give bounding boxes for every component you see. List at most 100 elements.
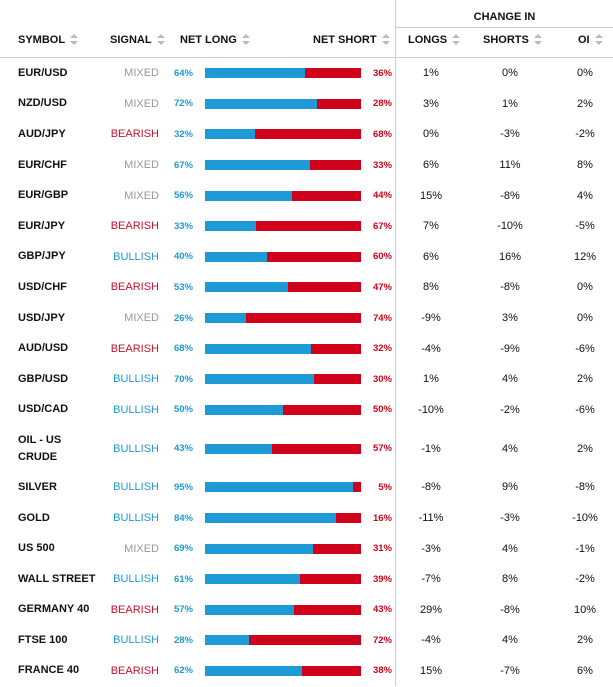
symbol-cell[interactable]: NZD/USD — [18, 97, 67, 110]
table-row[interactable]: AUD/JPY BEARISH 32% 68% 0% -3% -2% — [0, 119, 613, 150]
symbol-cell[interactable]: OIL - US CRUDE — [18, 433, 62, 463]
shorts-change-cell: -3% — [500, 128, 520, 141]
column-divider — [395, 180, 396, 211]
table-header: CHANGE IN SYMBOL SIGNAL NET LONG NET SHO… — [0, 0, 613, 58]
longs-change-cell: 15% — [419, 189, 443, 202]
net-long-fill — [205, 482, 354, 493]
net-short-value: 72% — [372, 634, 392, 646]
net-long-fill — [205, 190, 293, 201]
table-row[interactable]: EUR/GBP MIXED 56% 44% 15% -8% 4% — [0, 180, 613, 211]
table-row[interactable]: FRANCE 40 BEARISH 62% 38% 15% -7% 6% — [0, 655, 613, 687]
symbol-cell[interactable]: FTSE 100 — [18, 633, 68, 646]
sentiment-bar — [205, 68, 361, 79]
net-short-value: 32% — [372, 343, 392, 355]
column-divider — [395, 594, 396, 626]
symbol-cell[interactable]: FRANCE 40 — [18, 664, 80, 677]
oi-column-header[interactable]: OI — [578, 32, 603, 48]
table-row[interactable]: AUD/USD BEARISH 68% 32% -4% -9% -6% — [0, 333, 613, 364]
signal-cell: BEARISH — [110, 281, 159, 294]
symbol-cell[interactable]: GBP/USD — [18, 372, 69, 385]
symbol-cell[interactable]: AUD/JPY — [18, 127, 66, 140]
table-row[interactable]: USD/CAD BULLISH 50% 50% -10% -2% -6% — [0, 394, 613, 426]
sentiment-bar — [205, 665, 361, 676]
signal-column-header[interactable]: SIGNAL — [110, 32, 165, 48]
shorts-change-cell: 3% — [502, 312, 518, 325]
net-short-column-header[interactable]: NET SHORT — [313, 32, 390, 48]
oi-change-cell: -2% — [575, 128, 595, 141]
symbol-cell[interactable]: GOLD — [18, 511, 50, 524]
table-row[interactable]: EUR/JPY BEARISH 33% 67% 7% -10% -5% — [0, 210, 613, 242]
symbol-cell[interactable]: USD/CHF — [18, 280, 67, 293]
table-row[interactable]: OIL - US CRUDE BULLISH 43% 57% -1% 4% 2% — [0, 425, 613, 473]
net-long-value: 84% — [173, 512, 193, 524]
oi-change-cell: -10% — [572, 512, 598, 525]
shorts-change-cell: 9% — [502, 481, 518, 494]
table-row[interactable]: USD/CHF BEARISH 53% 47% 8% -8% 0% — [0, 272, 613, 303]
net-long-fill — [205, 374, 315, 385]
symbol-cell[interactable]: EUR/CHF — [18, 158, 67, 171]
table-row[interactable]: WALL STREET BULLISH 61% 39% -7% 8% -2% — [0, 563, 613, 595]
longs-change-cell: -10% — [418, 403, 444, 416]
shorts-change-cell: 0% — [502, 67, 518, 80]
sentiment-bar — [205, 343, 361, 354]
sentiment-bar — [205, 543, 361, 554]
shorts-change-cell: -10% — [497, 220, 523, 233]
symbol-cell[interactable]: SILVER — [18, 480, 57, 493]
table-row[interactable]: US 500 MIXED 69% 31% -3% 4% -1% — [0, 533, 613, 564]
net-short-value: 28% — [372, 98, 392, 110]
column-divider — [395, 333, 396, 364]
longs-change-cell: -11% — [418, 512, 444, 525]
net-long-value: 62% — [173, 665, 193, 677]
net-long-value: 53% — [173, 281, 193, 293]
symbol-cell[interactable]: GBP/JPY — [18, 250, 66, 263]
symbol-column-header[interactable]: SYMBOL — [18, 32, 79, 48]
table-row[interactable]: EUR/CHF MIXED 67% 33% 6% 11% 8% — [0, 149, 613, 181]
net-long-value: 64% — [173, 67, 193, 79]
symbol-cell[interactable]: USD/JPY — [18, 311, 66, 324]
oi-change-cell: 2% — [577, 97, 593, 110]
shorts-change-cell: -8% — [500, 189, 520, 202]
net-long-value: 26% — [173, 312, 193, 324]
net-short-value: 57% — [372, 443, 392, 455]
net-long-fill — [205, 604, 294, 615]
signal-cell: BULLISH — [113, 512, 159, 525]
shorts-column-header[interactable]: SHORTS — [483, 32, 542, 48]
oi-change-cell: 0% — [577, 312, 593, 325]
net-long-fill — [205, 129, 255, 140]
oi-change-cell: 10% — [573, 603, 597, 616]
symbol-cell[interactable]: EUR/USD — [18, 66, 68, 79]
longs-change-cell: -4% — [421, 342, 441, 355]
table-row[interactable]: NZD/USD MIXED 72% 28% 3% 1% 2% — [0, 88, 613, 120]
longs-change-cell: 6% — [423, 250, 439, 263]
table-row[interactable]: GOLD BULLISH 84% 16% -11% -3% -10% — [0, 502, 613, 534]
net-long-value: 68% — [173, 343, 193, 355]
symbol-cell[interactable]: EUR/GBP — [18, 189, 69, 202]
oi-change-cell: 12% — [573, 250, 597, 263]
net-long-value: 50% — [173, 404, 193, 416]
symbol-cell[interactable]: AUD/USD — [18, 342, 69, 355]
table-row[interactable]: FTSE 100 BULLISH 28% 72% -4% 4% 2% — [0, 625, 613, 656]
symbol-cell[interactable]: USD/CAD — [18, 403, 69, 416]
symbol-cell[interactable]: US 500 — [18, 542, 55, 555]
sentiment-bar — [205, 129, 361, 140]
symbol-cell[interactable]: EUR/JPY — [18, 219, 66, 232]
symbol-cell[interactable]: WALL STREET — [18, 572, 96, 585]
net-long-value: 70% — [173, 373, 193, 385]
net-long-fill — [205, 98, 318, 109]
net-long-fill — [205, 343, 312, 354]
net-short-value: 38% — [372, 665, 392, 677]
longs-change-cell: 1% — [423, 373, 439, 386]
symbol-cell[interactable]: GERMANY 40 — [18, 603, 90, 616]
table-row[interactable]: GBP/USD BULLISH 70% 30% 1% 4% 2% — [0, 363, 613, 395]
net-long-column-header[interactable]: NET LONG — [180, 32, 250, 48]
signal-cell: BEARISH — [110, 603, 159, 616]
table-row[interactable]: USD/JPY MIXED 26% 74% -9% 3% 0% — [0, 302, 613, 334]
table-row[interactable]: GERMANY 40 BEARISH 57% 43% 29% -8% 10% — [0, 594, 613, 626]
table-row[interactable]: EUR/USD MIXED 64% 36% 1% 0% 0% — [0, 58, 613, 89]
table-row[interactable]: SILVER BULLISH 95% 5% -8% 9% -8% — [0, 472, 613, 503]
longs-column-header[interactable]: LONGS — [408, 32, 461, 48]
sentiment-bar — [205, 513, 361, 524]
table-row[interactable]: GBP/JPY BULLISH 40% 60% 6% 16% 12% — [0, 241, 613, 273]
net-short-value: 44% — [372, 190, 392, 202]
column-divider — [395, 272, 396, 303]
